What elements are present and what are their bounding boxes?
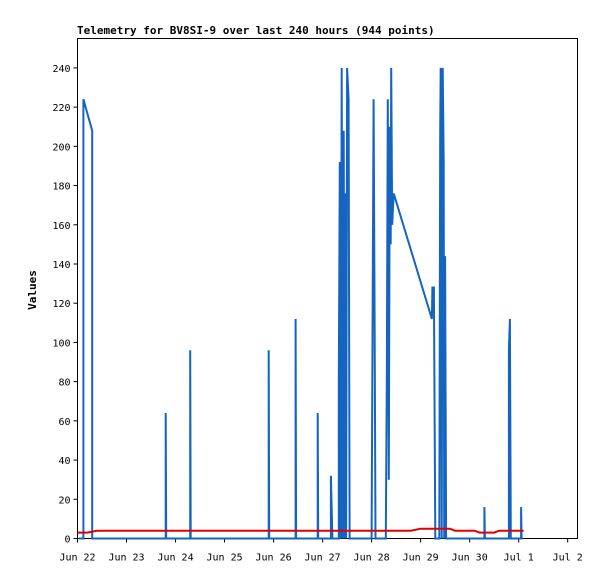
- y-tick-label: 180: [52, 182, 70, 193]
- y-tick-label: 100: [52, 338, 70, 349]
- x-tick-label: Jun 29: [403, 553, 439, 564]
- series-layer: [77, 67, 524, 540]
- chart-title: Telemetry for BV8SI-9 over last 240 hour…: [77, 24, 435, 37]
- x-tick-label: Jun 27: [305, 553, 341, 564]
- x-tick-label: Jun 23: [108, 553, 144, 564]
- x-tick-label: Jun 24: [157, 553, 193, 564]
- y-tick-label: 240: [52, 64, 70, 75]
- y-axis: 0 20 40 60 80 100 120 140 160 180 200 220 240: [52, 64, 78, 546]
- x-tick-label: Jul 2: [553, 553, 583, 564]
- x-tick-label: Jun 26: [256, 553, 292, 564]
- x-tick-label: Jul 1: [504, 553, 534, 564]
- y-tick-label: 0: [64, 535, 70, 546]
- series-line-2: [77, 527, 524, 534]
- y-tick-label: 80: [58, 378, 70, 389]
- y-tick-label: 140: [52, 260, 70, 271]
- series-line-1: [79, 67, 523, 540]
- x-tick-label: Jun 30: [452, 553, 488, 564]
- y-tick-label: 20: [58, 495, 70, 506]
- x-tick-label: Jun 28: [354, 553, 390, 564]
- x-axis: Jun 22 Jun 23 Jun 24 Jun 25 Jun 26 Jun 27 Jun …: [59, 538, 583, 564]
- y-tick-label: 220: [52, 103, 70, 114]
- y-tick-label: 200: [52, 142, 70, 153]
- y-tick-label: 60: [58, 417, 70, 428]
- y-tick-label: 120: [52, 299, 70, 310]
- plot-frame: [77, 38, 578, 539]
- x-tick-label: Jun 25: [206, 553, 242, 564]
- y-axis-label: Values: [26, 270, 39, 310]
- x-tick-label: Jun 22: [59, 553, 95, 564]
- y-tick-label: 160: [52, 221, 70, 232]
- y-tick-label: 40: [58, 456, 70, 467]
